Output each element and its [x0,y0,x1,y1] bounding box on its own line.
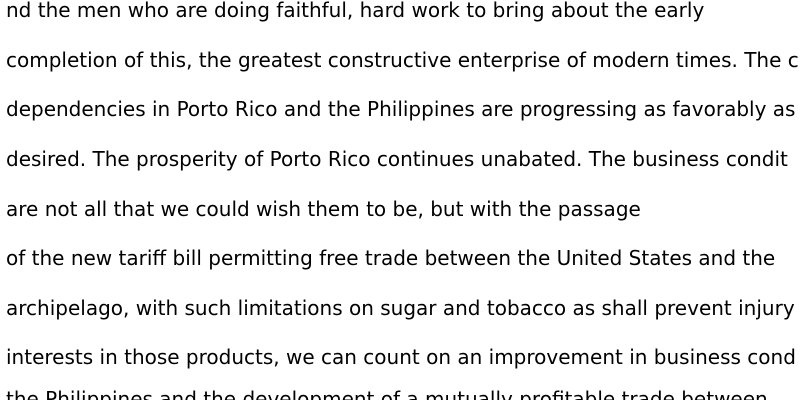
text-line: the Philippines and the development of a… [6,387,768,400]
text-line: dependencies in Porto Rico and the Phili… [6,97,796,121]
text-line: completion of this, the greatest constru… [6,48,799,72]
text-line: of the new tariff bill permitting free t… [6,246,776,270]
text-line: are not all that we could wish them to b… [6,197,641,221]
text-line: desired. The prosperity of Porto Rico co… [6,147,788,171]
text-line: archipelago, with such limitations on su… [6,296,795,320]
text-line: nd the men who are doing faithful, hard … [6,0,705,22]
text-line: interests in those products, we can coun… [6,345,796,369]
